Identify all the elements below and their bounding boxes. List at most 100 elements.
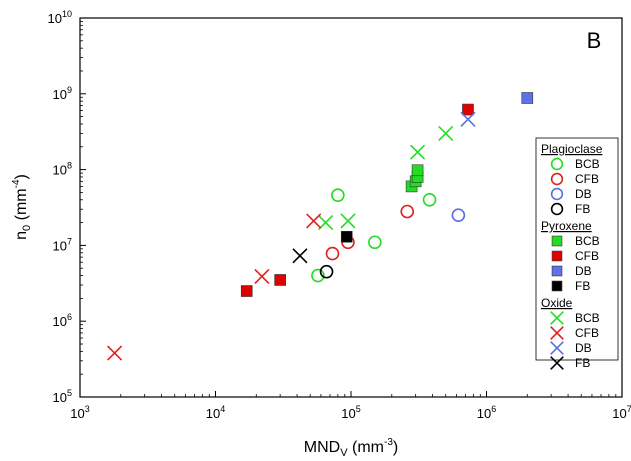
pyroxene-db-point — [521, 92, 534, 104]
x-tick-label-base: 10 — [341, 406, 355, 421]
y-tick-label-exp: 8 — [67, 161, 72, 171]
y-tick-label-base: 10 — [53, 314, 67, 329]
pyroxene-cfb-point — [240, 285, 253, 297]
x-tick-label-exp: 6 — [491, 404, 496, 414]
legend-marker — [551, 250, 563, 262]
x-axis-label-close: ) — [393, 439, 398, 456]
oxide-cfb-point — [306, 213, 322, 229]
x-tick-label-base: 10 — [477, 406, 491, 421]
y-axis-label-unit: (mm — [13, 188, 30, 224]
legend-entry: DB — [575, 187, 592, 201]
y-tick-label-exp: 9 — [67, 85, 72, 95]
x-tick-label: 104 — [206, 404, 225, 421]
legend-title: Oxide — [541, 296, 573, 310]
x-tick-label: 105 — [341, 404, 360, 421]
x-axis-label-exp: -3 — [384, 437, 393, 448]
x-tick-label: 107 — [612, 404, 631, 421]
y-tick-label-exp: 7 — [67, 236, 72, 246]
y-tick-label: 107 — [53, 236, 72, 253]
plagioclase-cfb-point — [325, 246, 340, 261]
pyroxene-cfb-point — [274, 274, 286, 286]
y-tick-label-base: 10 — [53, 238, 67, 253]
x-tick-label: 103 — [70, 404, 89, 421]
y-axis-label: n0 (mm-4) — [11, 174, 33, 240]
y-tick-label-base: 10 — [53, 163, 67, 178]
legend-entry: CFB — [575, 172, 599, 186]
x-tick-label-base: 10 — [612, 406, 626, 421]
y-tick-label-base: 10 — [53, 390, 67, 405]
x-axis-label: MNDV (mm-3) — [304, 437, 398, 459]
legend-entry: FB — [575, 356, 590, 370]
x-tick-label-exp: 3 — [85, 404, 90, 414]
x-tick-label: 106 — [477, 404, 496, 421]
pyroxene-fb-point — [340, 230, 353, 243]
oxide-cfb-point — [254, 268, 270, 284]
legend-title: Plagioclase — [541, 142, 603, 156]
legend-title: Pyroxene — [541, 219, 592, 233]
legend-marker — [550, 326, 564, 340]
legend-entry: DB — [575, 264, 592, 278]
legend: PlagioclaseBCBCFBDBFBPyroxeneBCBCFBDBFBO… — [535, 137, 619, 370]
legend-entry: CFB — [575, 326, 599, 340]
y-tick-label-base: 10 — [48, 11, 62, 26]
legend-marker — [550, 157, 564, 171]
x-axis-label-unit: (mm — [348, 439, 384, 456]
y-tick-label-base: 10 — [53, 87, 67, 102]
plagioclase-bcb-point — [368, 235, 382, 250]
legend-entry: FB — [575, 279, 590, 293]
y-axis-label-close: ) — [13, 174, 30, 179]
legend-box — [535, 137, 619, 361]
x-tick-label-exp: 4 — [220, 404, 225, 414]
plagioclase-bcb-point — [311, 268, 325, 283]
plagioclase-bcb-point — [331, 188, 345, 202]
legend-marker — [550, 356, 564, 370]
x-tick-label-base: 10 — [70, 406, 84, 421]
legend-marker — [550, 202, 564, 216]
legend-marker — [551, 265, 563, 277]
x-tick-label-exp: 5 — [356, 404, 361, 414]
x-tick-label-exp: 7 — [627, 404, 631, 414]
oxide-bcb-point — [340, 213, 356, 229]
plagioclase-fb-point — [319, 264, 334, 279]
oxide-bcb-point — [410, 144, 426, 160]
oxide-fb-point — [292, 248, 308, 264]
y-tick-label: 109 — [53, 85, 72, 102]
x-tick-label-base: 10 — [206, 406, 220, 421]
y-tick-label-exp: 6 — [67, 312, 72, 322]
plagioclase-db-point — [451, 208, 466, 223]
x-axis-label-sub: V — [340, 447, 348, 459]
panel-letter: B — [587, 28, 602, 53]
y-tick-label-exp: 5 — [67, 388, 72, 398]
legend-entry: DB — [575, 341, 592, 355]
y-tick-label: 1010 — [48, 9, 72, 26]
legend-entry: BCB — [575, 157, 600, 171]
y-tick-label: 105 — [53, 388, 72, 405]
legend-entry: CFB — [575, 249, 599, 263]
pyroxene-cfb-point — [462, 103, 474, 116]
y-tick-label: 108 — [53, 161, 72, 178]
legend-marker — [550, 311, 564, 325]
legend-marker — [550, 172, 564, 186]
pyroxene-bcb-point — [411, 164, 424, 177]
y-axis-label-base: n — [13, 231, 30, 240]
oxide-bcb-point — [438, 125, 454, 141]
oxide-db-point — [460, 111, 476, 127]
legend-entry: BCB — [575, 311, 600, 325]
legend-marker — [551, 280, 563, 292]
legend-entry: FB — [575, 202, 590, 216]
legend-entry: BCB — [575, 234, 600, 248]
legend-marker — [551, 235, 563, 247]
legend-marker — [550, 341, 564, 355]
plagioclase-cfb-point — [400, 204, 415, 219]
data-points — [107, 92, 534, 361]
x-axis-label-base: MND — [304, 439, 340, 456]
y-tick-label-exp: 10 — [62, 9, 72, 19]
y-tick-label: 106 — [53, 312, 72, 329]
y-axis-label-sub: 0 — [21, 225, 33, 231]
legend-marker — [550, 187, 564, 201]
oxide-cfb-point — [107, 345, 123, 361]
plagioclase-bcb-point — [422, 192, 437, 207]
y-axis-label-exp: -4 — [11, 179, 22, 188]
